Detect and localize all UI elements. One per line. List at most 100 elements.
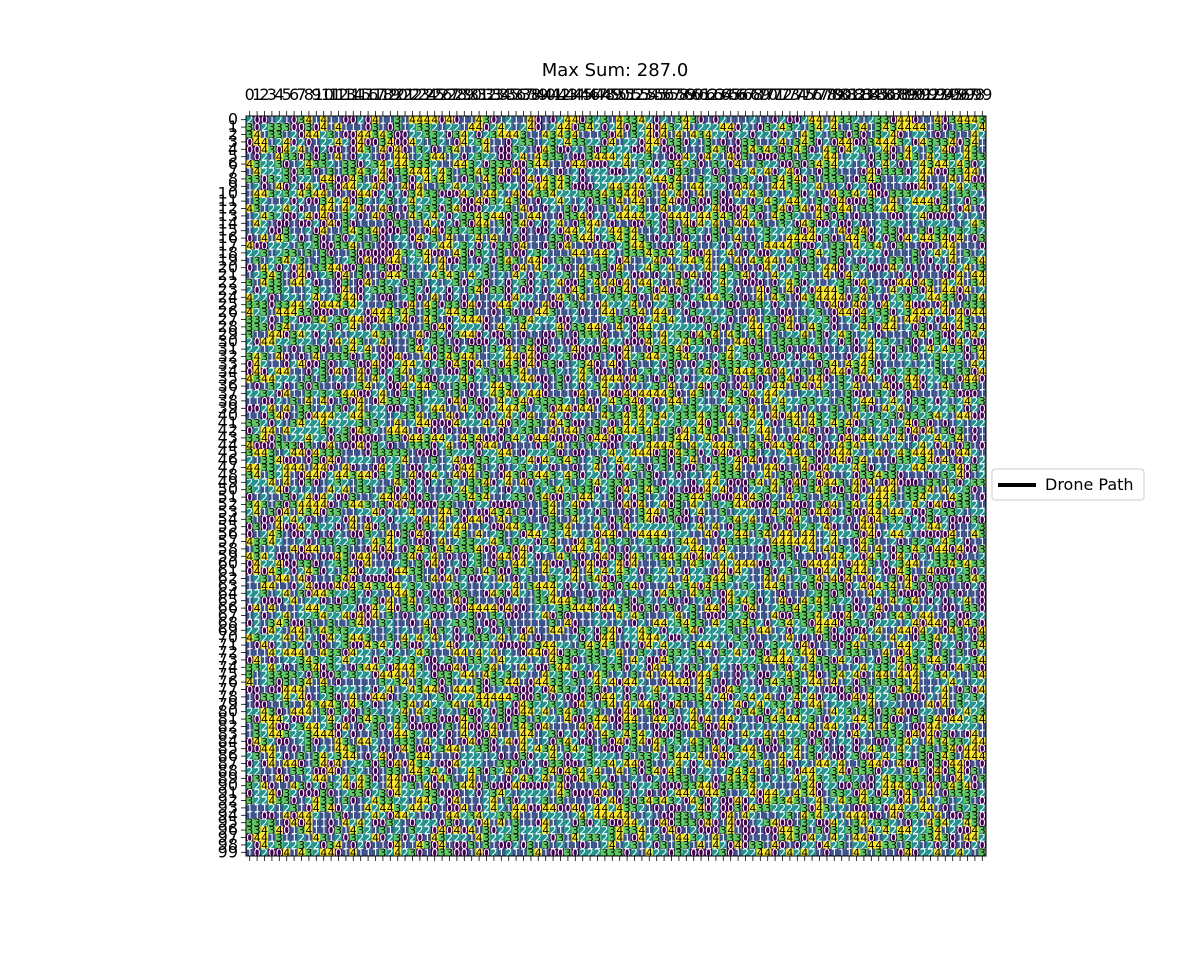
heatmap-cell <box>638 130 646 139</box>
heatmap-cell <box>364 145 372 154</box>
heatmap-cell <box>852 116 861 124</box>
heatmap-cell <box>453 145 461 154</box>
heatmap-cell <box>593 130 602 139</box>
heatmap-cell <box>327 145 335 154</box>
heatmap-cell <box>875 130 883 139</box>
heatmap-cell <box>623 138 631 146</box>
heatmap-cell <box>638 116 646 124</box>
heatmap-cell <box>823 123 831 131</box>
heatmap-cell <box>608 130 617 139</box>
heatmap-cell <box>660 116 668 124</box>
heatmap-cell <box>660 130 668 139</box>
heatmap-cell <box>756 116 765 124</box>
heatmap-cell <box>963 123 972 131</box>
heatmap-cell <box>778 116 787 124</box>
heatmap-cell <box>438 130 446 139</box>
heatmap-cell <box>704 123 713 131</box>
heatmap-cell <box>334 123 343 131</box>
heatmap-cell <box>682 138 691 146</box>
heatmap-cell <box>638 145 646 154</box>
heatmap-cell <box>334 138 343 146</box>
heatmap-cell <box>431 145 439 154</box>
heatmap-cell <box>897 116 905 124</box>
heatmap-cell <box>764 138 772 146</box>
heatmap-cell <box>519 138 528 146</box>
heatmap-cell <box>549 138 557 146</box>
heatmap-cell <box>394 123 402 131</box>
heatmap-cell <box>401 130 409 139</box>
heatmap-cell <box>963 130 972 139</box>
heatmap-cell <box>771 130 779 139</box>
heatmap-cell <box>704 130 713 139</box>
heatmap-cell <box>704 138 713 146</box>
heatmap-cell <box>371 130 380 139</box>
heatmap-cell <box>719 130 728 139</box>
heatmap-cell <box>830 145 839 154</box>
heatmap-cell <box>357 130 365 139</box>
heatmap-cell <box>815 130 824 139</box>
heatmap-cell <box>482 130 491 139</box>
heatmap-cell <box>830 123 839 131</box>
heatmap-cell <box>919 138 927 146</box>
heatmap-cell <box>453 130 461 139</box>
heatmap-cell <box>704 116 713 124</box>
heatmap-cell <box>823 138 831 146</box>
heatmap-cell <box>357 145 365 154</box>
heatmap-cell <box>497 123 506 131</box>
heatmap-cell <box>712 145 720 154</box>
heatmap-cell <box>808 123 816 131</box>
heatmap-cell <box>645 145 654 154</box>
heatmap-cell <box>675 138 683 146</box>
heatmap-cell <box>838 145 846 154</box>
heatmap-cell <box>445 145 454 154</box>
heatmap-cell <box>505 116 513 124</box>
heatmap-cell <box>401 138 409 146</box>
heatmap-cell <box>453 138 461 146</box>
heatmap-cell <box>497 145 506 154</box>
heatmap-cell <box>386 116 395 124</box>
heatmap-cell <box>342 130 350 139</box>
heatmap-cell <box>682 145 691 154</box>
heatmap-cell <box>260 116 269 124</box>
heatmap-cell <box>889 123 898 131</box>
heatmap-cell <box>793 145 802 154</box>
heatmap-cell <box>305 145 313 154</box>
heatmap-cell <box>349 123 358 131</box>
heatmap-cell <box>571 123 580 131</box>
heatmap-cell <box>630 130 639 139</box>
heatmap-cell <box>542 145 550 154</box>
heatmap-cell <box>423 145 432 154</box>
heatmap-cell <box>460 138 469 146</box>
heatmap-cell <box>697 123 705 131</box>
heatmap-cell <box>253 138 261 146</box>
heatmap-cell <box>778 123 787 131</box>
heatmap-cell <box>394 116 402 124</box>
heatmap-cell <box>682 130 691 139</box>
heatmap-cell <box>401 145 409 154</box>
heatmap-cell <box>416 130 424 139</box>
heatmap-cell <box>579 116 587 124</box>
heatmap-cell <box>342 138 350 146</box>
heatmap-cell <box>756 123 765 131</box>
heatmap-cell <box>542 138 550 146</box>
heatmap-cell <box>408 145 417 154</box>
heatmap-cell <box>527 145 535 154</box>
heatmap-cell <box>571 145 580 154</box>
heatmap-cell <box>549 123 557 131</box>
heatmap-cell <box>423 123 432 131</box>
heatmap-cell <box>275 145 284 154</box>
heatmap-cell <box>801 123 809 131</box>
heatmap-cell <box>564 116 572 124</box>
heatmap-cell <box>534 130 543 139</box>
heatmap-cell <box>682 123 691 131</box>
heatmap-cell <box>712 116 720 124</box>
heatmap-cell <box>283 138 291 146</box>
heatmap-cell <box>460 145 469 154</box>
heatmap-cell <box>882 123 890 131</box>
heatmap-cell <box>542 116 550 124</box>
heatmap-cell <box>357 138 365 146</box>
heatmap-cell <box>327 130 335 139</box>
heatmap-cell <box>349 130 358 139</box>
heatmap-cell <box>616 123 624 131</box>
heatmap-cell <box>801 130 809 139</box>
